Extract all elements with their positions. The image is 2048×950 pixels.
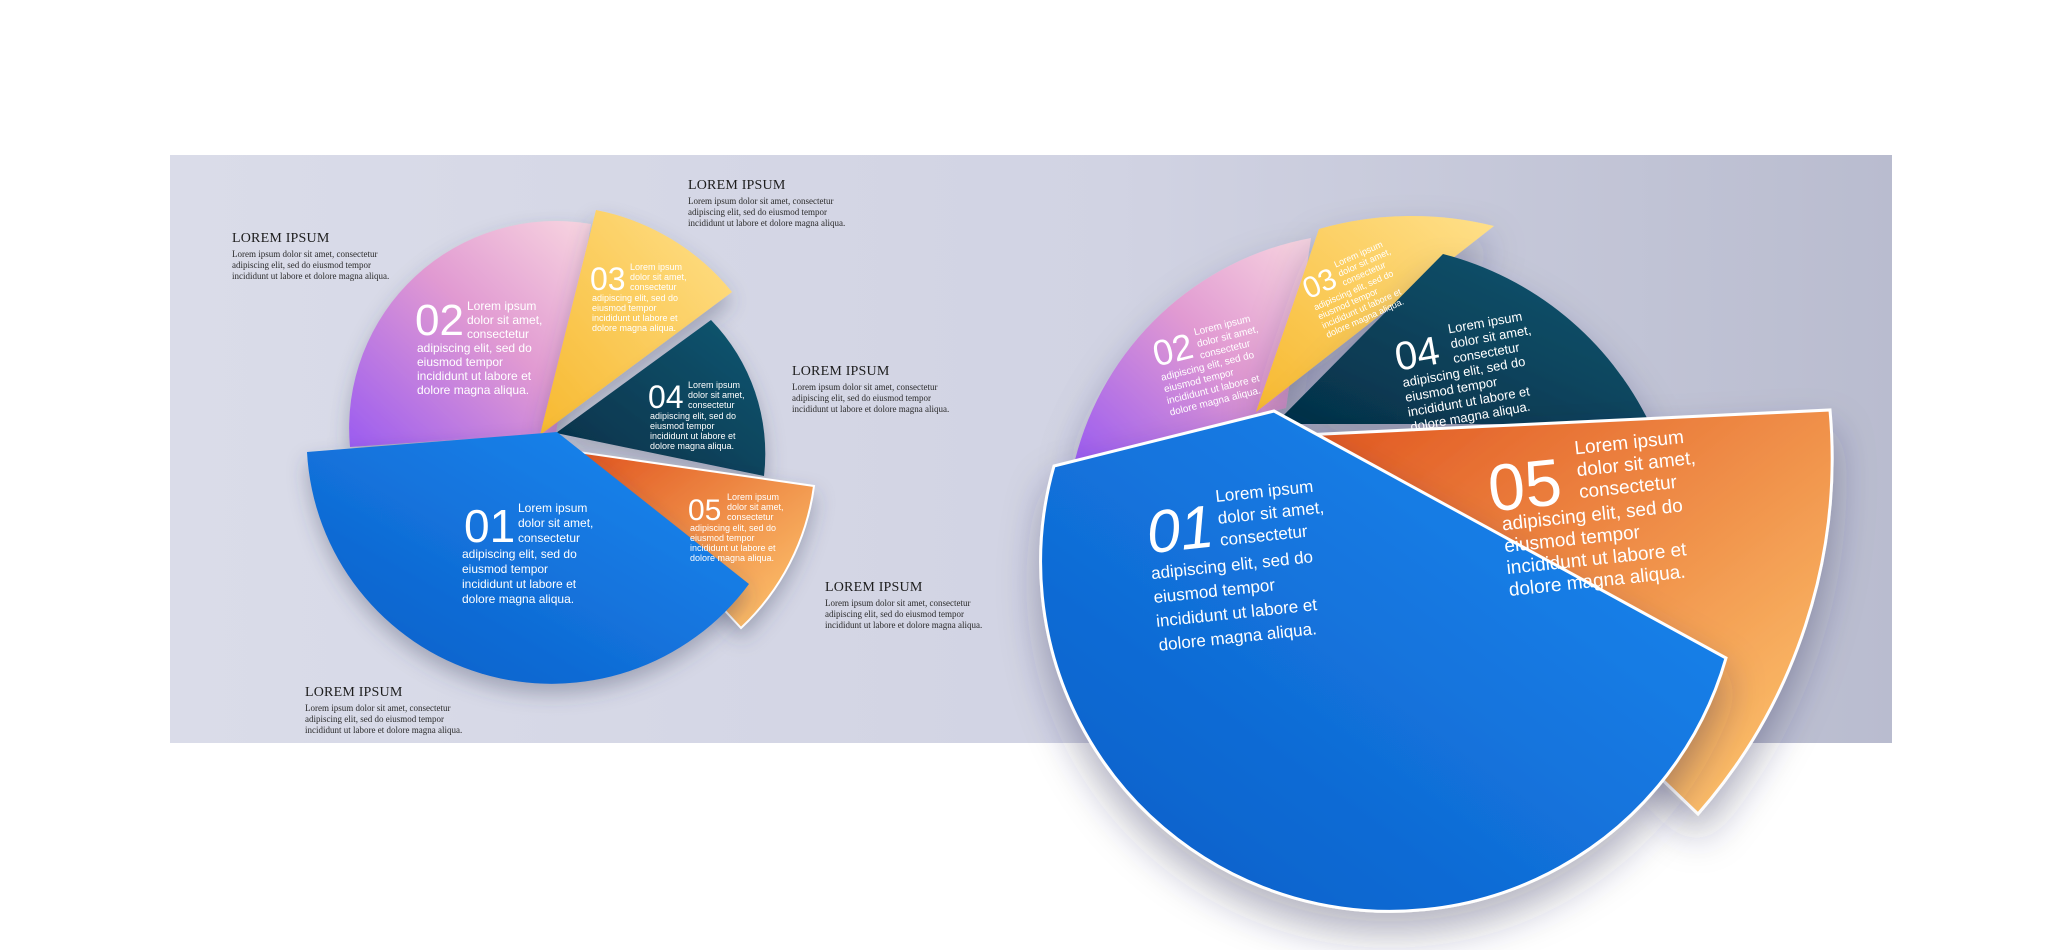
big-slice-04-label: 04 Lorem ipsum dolor sit amet, consectet… xyxy=(1391,309,1532,435)
callout-title: LOREM IPSUM xyxy=(232,231,330,246)
svg-text:dolor sit amet,: dolor sit amet, xyxy=(727,502,784,512)
slice-01 xyxy=(307,432,749,684)
svg-text:eiusmod tempor: eiusmod tempor xyxy=(690,533,755,543)
svg-text:dolore magna aliqua.: dolore magna aliqua. xyxy=(690,553,774,563)
slice-05-label: 05 Lorem ipsum dolor sit amet, consectet… xyxy=(688,492,784,563)
big-slice-01-label: 01 Lorem ipsum dolor sit amet, consectet… xyxy=(1143,477,1325,655)
svg-text:eiusmod tempor: eiusmod tempor xyxy=(417,355,503,369)
svg-text:Lorem ipsum: Lorem ipsum xyxy=(518,501,587,515)
svg-text:dolore magna aliqua.: dolore magna aliqua. xyxy=(462,592,574,606)
callout-title: LOREM IPSUM xyxy=(305,685,403,700)
svg-text:Lorem ipsum: Lorem ipsum xyxy=(467,299,536,313)
big-slice-02-label: 02 Lorem ipsum dolor sit amet, consectet… xyxy=(1148,314,1262,419)
slice-number: 03 xyxy=(590,261,626,297)
svg-text:consectetur: consectetur xyxy=(467,327,529,341)
svg-text:consectetur: consectetur xyxy=(518,531,580,545)
svg-text:adipiscing elit, sed do: adipiscing elit, sed do xyxy=(417,341,532,355)
big-slice-04 xyxy=(1275,254,1650,424)
callout-title: LOREM IPSUM xyxy=(792,364,890,379)
svg-text:consectetur: consectetur xyxy=(727,512,774,522)
svg-text:adipiscing elit, sed do: adipiscing elit, sed do xyxy=(690,523,776,533)
callout-03: LOREM IPSUM Lorem ipsum dolor sit amet, … xyxy=(688,178,888,229)
slice-number: 02 xyxy=(415,296,464,345)
small-pie: 02 Lorem ipsum dolor sit amet, consectet… xyxy=(307,210,816,684)
callout-02: LOREM IPSUM Lorem ipsum dolor sit amet, … xyxy=(232,231,432,282)
big-pie: 02 Lorem ipsum dolor sit amet, consectet… xyxy=(1039,215,1834,913)
svg-text:adipiscing elit, sed do: adipiscing elit, sed do xyxy=(462,547,577,561)
big-slice-05-label: 05 Lorem ipsum dolor sit amet, consectet… xyxy=(1484,427,1696,601)
slice-number: 05 xyxy=(1484,444,1565,525)
svg-text:Lorem ipsum: Lorem ipsum xyxy=(630,262,682,272)
callout-body: Lorem ipsum dolor sit amet, consectetur … xyxy=(688,196,846,228)
slice-03 xyxy=(540,210,732,435)
svg-text:dolor sit amet,: dolor sit amet, xyxy=(467,313,542,327)
svg-text:dolore magna aliqua.: dolore magna aliqua. xyxy=(592,323,676,333)
slice-02 xyxy=(349,221,591,447)
svg-text:incididunt ut labore et: incididunt ut labore et xyxy=(417,369,532,383)
callout-body: Lorem ipsum dolor sit amet, consectetur … xyxy=(825,598,983,630)
callout-title: LOREM IPSUM xyxy=(825,580,923,595)
svg-text:consectetur: consectetur xyxy=(630,282,677,292)
svg-text:eiusmod tempor: eiusmod tempor xyxy=(592,303,657,313)
callout-04: LOREM IPSUM Lorem ipsum dolor sit amet, … xyxy=(792,364,992,415)
svg-text:consectetur: consectetur xyxy=(688,400,735,410)
callout-body: Lorem ipsum dolor sit amet, consectetur … xyxy=(305,703,463,735)
svg-text:dolor sit amet,: dolor sit amet, xyxy=(630,272,687,282)
svg-text:dolore magna aliqua.: dolore magna aliqua. xyxy=(417,383,529,397)
callout-body: Lorem ipsum dolor sit amet, consectetur … xyxy=(792,382,950,414)
callout-01: LOREM IPSUM Lorem ipsum dolor sit amet, … xyxy=(305,685,505,736)
callout-body: Lorem ipsum dolor sit amet, consectetur … xyxy=(232,249,390,281)
slice-number: 01 xyxy=(464,500,515,552)
slice-03-label: 03 Lorem ipsum dolor sit amet, consectet… xyxy=(590,261,687,333)
callout-title: LOREM IPSUM xyxy=(688,178,786,193)
slice-04-label: 04 Lorem ipsum dolor sit amet, consectet… xyxy=(648,379,745,451)
svg-text:dolore magna aliqua.: dolore magna aliqua. xyxy=(650,441,734,451)
svg-text:dolor sit amet,: dolor sit amet, xyxy=(688,390,745,400)
svg-text:dolor sit amet,: dolor sit amet, xyxy=(518,516,593,530)
slice-01-label: 01 Lorem ipsum dolor sit amet, consectet… xyxy=(462,500,593,606)
svg-text:Lorem ipsum: Lorem ipsum xyxy=(727,492,779,502)
slice-number: 05 xyxy=(688,494,721,527)
slice-number: 04 xyxy=(648,379,684,415)
svg-text:incididunt ut labore et: incididunt ut labore et xyxy=(462,577,577,591)
slice-number: 01 xyxy=(1143,493,1216,567)
big-slice-01 xyxy=(1039,409,1728,913)
slice-04 xyxy=(556,320,766,476)
slice-number: 02 xyxy=(1148,325,1197,374)
svg-text:eiusmod tempor: eiusmod tempor xyxy=(462,562,548,576)
callout-05: LOREM IPSUM Lorem ipsum dolor sit amet, … xyxy=(825,580,1025,631)
slice-02-label: 02 Lorem ipsum dolor sit amet, consectet… xyxy=(415,296,542,397)
svg-text:Lorem ipsum: Lorem ipsum xyxy=(688,380,740,390)
svg-text:incididunt ut labore et: incididunt ut labore et xyxy=(592,313,678,323)
svg-text:adipiscing elit, sed do: adipiscing elit, sed do xyxy=(650,411,736,421)
svg-text:eiusmod tempor: eiusmod tempor xyxy=(650,421,715,431)
big-slice-02 xyxy=(1075,238,1311,460)
svg-text:incididunt ut labore et: incididunt ut labore et xyxy=(650,431,736,441)
slice-number: 04 xyxy=(1391,329,1442,380)
svg-text:adipiscing elit, sed do: adipiscing elit, sed do xyxy=(592,293,678,303)
svg-text:incididunt ut labore et: incididunt ut labore et xyxy=(690,543,776,553)
